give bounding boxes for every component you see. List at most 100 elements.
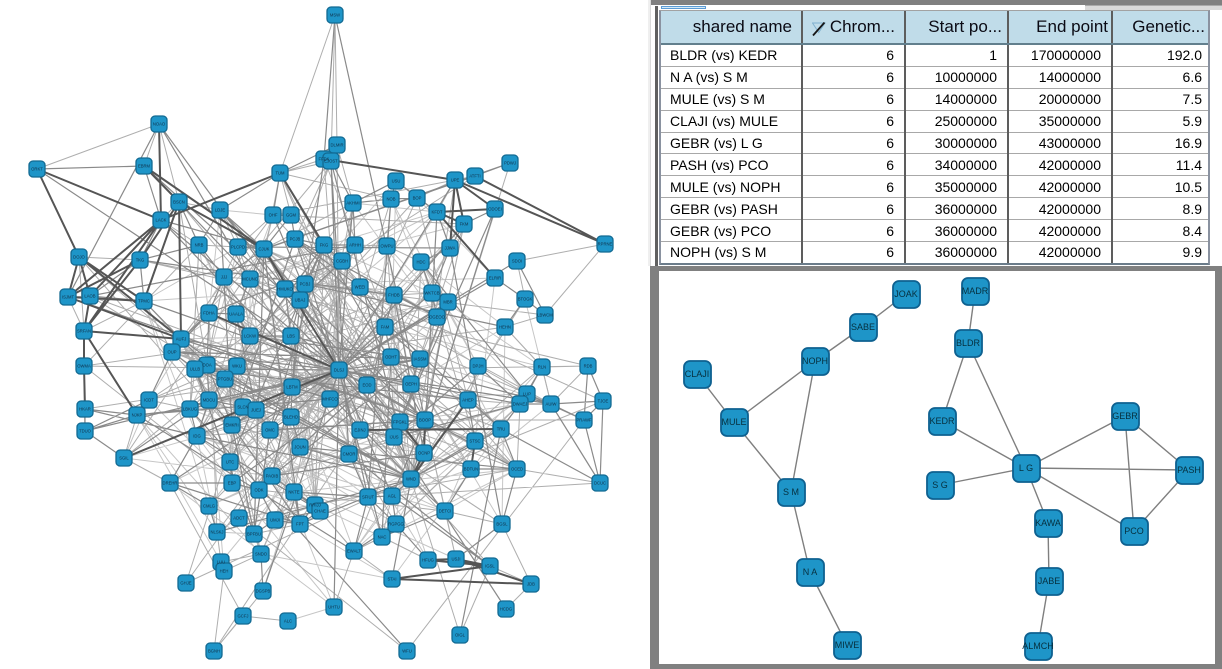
svg-text:SNDO: SNDO <box>255 552 268 557</box>
svg-text:LACK: LACK <box>156 218 167 223</box>
svg-text:SABE: SABE <box>851 322 875 332</box>
svg-text:MSW: MSW <box>330 13 340 18</box>
svg-text:NOB: NOB <box>386 197 395 202</box>
svg-text:BGNH: BGNH <box>208 649 220 654</box>
svg-text:EJINJ: EJINJ <box>354 428 365 433</box>
svg-text:JUEJ: JUEJ <box>251 408 261 413</box>
svg-text:AKHMI: AKHMI <box>346 201 359 206</box>
svg-text:TRU: TRU <box>497 427 506 432</box>
svg-text:S M: S M <box>783 487 799 497</box>
svg-text:AHEP: AHEP <box>462 398 474 403</box>
svg-text:S G: S G <box>932 480 948 490</box>
svg-text:ODHT: ODHT <box>385 355 397 360</box>
svg-text:SFIUT: SFIUT <box>362 495 375 500</box>
svg-text:PTGBU: PTGBU <box>218 377 232 382</box>
svg-text:DGSPB: DGSPB <box>256 589 271 594</box>
svg-text:CMOR: CMOR <box>343 452 356 457</box>
svg-text:WFU: WFU <box>402 649 412 654</box>
svg-text:ULLB: ULLB <box>190 367 201 372</box>
svg-text:HFUG: HFUG <box>422 558 434 563</box>
svg-text:HCDG: HCDG <box>500 607 512 612</box>
svg-text:AGL: AGL <box>388 494 397 499</box>
svg-text:CLAJI: CLAJI <box>685 369 710 379</box>
svg-text:STSC: STSC <box>469 439 480 444</box>
svg-text:KAWA: KAWA <box>1035 518 1061 528</box>
svg-text:FPGKL: FPGKL <box>393 420 407 425</box>
svg-text:UMJI: UMJI <box>270 518 280 523</box>
svg-text:WKU: WKU <box>232 364 242 369</box>
svg-text:OWMA: OWMA <box>77 364 91 369</box>
svg-text:FKG: FKG <box>320 243 329 248</box>
svg-text:PLCPD: PLCPD <box>231 245 245 250</box>
svg-text:BDTUN: BDTUN <box>464 467 478 472</box>
svg-text:CJUK: CJUK <box>259 247 270 252</box>
svg-text:KFDT: KFDT <box>432 210 443 215</box>
svg-text:ALMCH: ALMCH <box>1022 641 1054 651</box>
svg-text:ELRIR: ELRIR <box>489 276 501 281</box>
svg-text:BSCN: BSCN <box>173 200 185 205</box>
svg-text:MDCU: MDCU <box>203 398 216 403</box>
svg-text:WEEI: WEEI <box>355 285 366 290</box>
svg-text:HEH: HEH <box>220 569 229 574</box>
svg-text:UBAJ: UBAJ <box>295 298 306 303</box>
svg-text:EBP: EBP <box>228 481 237 486</box>
svg-text:LDJE: LDJE <box>215 208 225 213</box>
svg-text:BOOP: BOOP <box>419 418 431 423</box>
svg-text:PDWJ: PDWJ <box>504 161 516 166</box>
svg-text:HKAR: HKAR <box>79 407 91 412</box>
svg-text:AUIW: AUIW <box>546 402 557 407</box>
svg-text:PCJB: PCJB <box>290 237 301 242</box>
svg-text:OHF: OHF <box>269 213 278 218</box>
svg-text:IDG: IDG <box>193 434 200 439</box>
svg-text:MULE: MULE <box>721 417 746 427</box>
svg-text:DETCI: DETCI <box>439 509 452 514</box>
svg-text:UPE: UPE <box>451 178 460 183</box>
svg-text:TDUO: TDUO <box>79 429 92 434</box>
svg-text:ALC: ALC <box>284 619 292 624</box>
svg-text:DREHR: DREHR <box>163 481 178 486</box>
svg-text:SDOI: SDOI <box>512 259 522 264</box>
svg-text:IJUS: IJUS <box>389 435 398 440</box>
svg-text:TJOE: TJOE <box>598 399 609 404</box>
svg-text:OMC: OMC <box>265 428 275 433</box>
svg-text:DLMIR: DLMIR <box>330 143 343 148</box>
svg-text:OGEOO: OGEOO <box>429 315 446 320</box>
svg-text:NKTE: NKTE <box>288 490 299 495</box>
svg-text:FFDK: FFDK <box>319 157 330 162</box>
svg-text:NOAO: NOAO <box>153 122 166 127</box>
svg-text:RDB: RDB <box>584 364 593 369</box>
svg-text:MCUNC: MCUNC <box>242 277 258 282</box>
svg-text:BOP: BOP <box>413 196 422 201</box>
svg-text:HMUKO: HMUKO <box>277 287 293 292</box>
svg-text:FDHA: FDHA <box>203 311 215 316</box>
svg-text:ATFTI: ATFTI <box>469 174 480 179</box>
svg-text:JOAK: JOAK <box>894 289 918 299</box>
svg-text:ISJMT: ISJMT <box>62 295 75 300</box>
svg-text:FAM: FAM <box>381 325 390 330</box>
svg-text:LCKW: LCKW <box>244 334 256 339</box>
svg-text:UAALA: UAALA <box>229 312 243 317</box>
svg-text:JDB: JDB <box>527 582 535 587</box>
svg-text:TKG: TKG <box>136 258 145 263</box>
svg-text:FPT: FPT <box>296 522 304 527</box>
svg-text:GGM: GGM <box>286 213 297 218</box>
svg-text:HEHN: HEHN <box>499 325 511 330</box>
svg-text:USJI: USJI <box>451 557 460 562</box>
svg-text:JABE: JABE <box>1038 576 1061 586</box>
svg-text:PASH: PASH <box>1177 465 1201 475</box>
svg-text:EJOST: EJOST <box>324 159 338 164</box>
svg-text:SLCN: SLCN <box>237 405 248 410</box>
svg-text:DPJH: DPJH <box>473 364 484 369</box>
svg-text:MADR: MADR <box>962 286 989 296</box>
svg-text:ORKT: ORKT <box>31 167 43 172</box>
svg-text:LBTM: LBTM <box>286 385 298 390</box>
svg-text:PCO: PCO <box>1124 526 1144 536</box>
svg-text:EMKRI: EMKRI <box>225 423 238 428</box>
svg-text:BPFBU: BPFBU <box>247 532 261 537</box>
svg-text:TPMC: TPMC <box>138 299 150 304</box>
svg-text:TUM: TUM <box>275 171 285 176</box>
svg-text:EBRM: EBRM <box>138 164 151 169</box>
svg-text:ADCT: ADCT <box>233 516 245 521</box>
svg-text:NRB: NRB <box>195 243 204 248</box>
svg-text:STAI: STAI <box>388 577 397 582</box>
